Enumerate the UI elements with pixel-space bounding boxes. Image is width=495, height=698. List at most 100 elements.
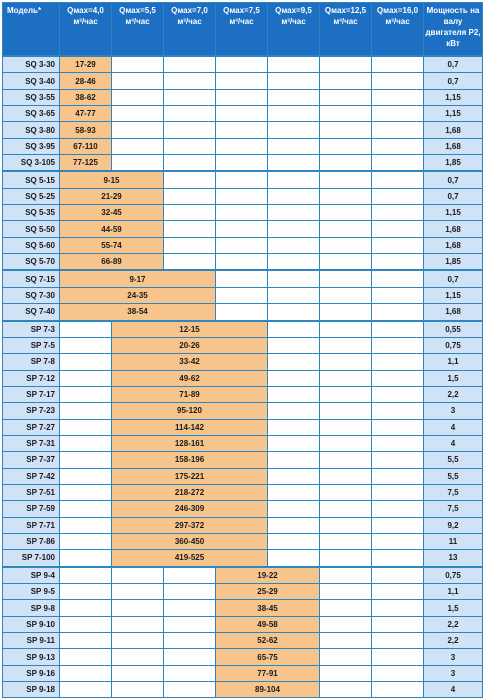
head-range-cell: 71-89 <box>111 385 268 404</box>
empty-cell <box>319 418 372 436</box>
empty-cell <box>267 88 320 107</box>
empty-cell <box>163 121 216 139</box>
head-range-cell: 17-29 <box>59 55 112 74</box>
empty-cell <box>59 664 112 683</box>
empty-cell <box>371 632 424 650</box>
model-cell: SQ 5-15 <box>2 170 60 189</box>
empty-cell <box>215 72 268 90</box>
qmax-label: Qмах=4,0 <box>67 6 104 15</box>
model-cell: SP 7-42 <box>2 467 60 485</box>
table-row: SQ 3-95 67-110 1,68 <box>2 137 483 156</box>
empty-cell <box>267 303 320 321</box>
head-range-cell: 52-62 <box>215 632 320 650</box>
power-cell: 7,5 <box>423 483 483 502</box>
empty-cell <box>111 72 164 90</box>
empty-cell <box>319 648 372 666</box>
empty-cell <box>267 516 320 534</box>
head-range-cell: 38-54 <box>59 303 216 321</box>
empty-cell <box>319 253 372 271</box>
model-cell: SP 7-51 <box>2 483 60 502</box>
power-cell: 0,55 <box>423 319 483 338</box>
model-cell: SQ 3-95 <box>2 137 60 156</box>
head-range-cell: 77-125 <box>59 154 112 172</box>
model-cell: SP 7-71 <box>2 516 60 534</box>
table-row: SQ 3-105 77-125 1,85 <box>2 154 483 172</box>
head-range-cell: 246-309 <box>111 500 268 518</box>
qmax-label: Qмах=7,0 <box>171 6 208 15</box>
head-range-cell: 55-74 <box>59 236 164 255</box>
table-row: SQ 5-35 32-45 1,15 <box>2 204 483 222</box>
head-range-cell: 360-450 <box>111 532 268 551</box>
power-cell: 2,2 <box>423 632 483 650</box>
empty-cell <box>163 204 216 222</box>
empty-cell <box>267 434 320 453</box>
empty-cell <box>163 137 216 156</box>
empty-cell <box>163 648 216 666</box>
empty-cell <box>59 369 112 387</box>
empty-cell <box>163 253 216 271</box>
empty-cell <box>163 170 216 189</box>
empty-cell <box>319 516 372 534</box>
empty-cell <box>371 319 424 338</box>
model-cell: SQ 3-30 <box>2 55 60 74</box>
empty-cell <box>215 187 268 206</box>
empty-cell <box>371 336 424 355</box>
power-cell: 1,85 <box>423 154 483 172</box>
model-cell: SP 7-27 <box>2 418 60 436</box>
qmax-unit: м³/час <box>333 17 358 26</box>
power-cell: 1,1 <box>423 582 483 601</box>
empty-cell <box>267 369 320 387</box>
empty-cell <box>215 88 268 107</box>
model-cell: SP 7-5 <box>2 336 60 355</box>
model-cell: SQ 3-55 <box>2 88 60 107</box>
empty-cell <box>371 121 424 139</box>
head-range-cell: 297-372 <box>111 516 268 534</box>
empty-cell <box>215 303 268 321</box>
model-cell: SP 7-8 <box>2 353 60 371</box>
empty-cell <box>163 632 216 650</box>
head-range-cell: 49-58 <box>215 615 320 634</box>
empty-cell <box>371 303 424 321</box>
table-row: SP 7-5 20-26 0,75 <box>2 336 483 355</box>
empty-cell <box>111 565 164 584</box>
empty-cell <box>215 269 268 288</box>
model-column-header: Модель* <box>2 2 60 57</box>
empty-cell <box>59 565 112 584</box>
empty-cell <box>319 632 372 650</box>
empty-cell <box>267 353 320 371</box>
table-row: SP 9-4 19-22 0,75 <box>2 565 483 584</box>
qmax-label: Qмах=16,0 <box>376 6 419 15</box>
qmax-column-header: Qмах=4,0 м³/час <box>59 2 112 57</box>
empty-cell <box>111 632 164 650</box>
empty-cell <box>319 121 372 139</box>
empty-cell <box>59 483 112 502</box>
empty-cell <box>215 55 268 74</box>
power-cell: 9,2 <box>423 516 483 534</box>
empty-cell <box>267 121 320 139</box>
empty-cell <box>371 664 424 683</box>
empty-cell <box>267 286 320 305</box>
empty-cell <box>319 187 372 206</box>
model-cell: SP 9-5 <box>2 582 60 601</box>
empty-cell <box>319 565 372 584</box>
table-row: SP 9-18 89-104 4 <box>2 681 483 698</box>
empty-cell <box>111 105 164 123</box>
empty-cell <box>59 451 112 469</box>
empty-cell <box>111 615 164 634</box>
power-cell: 3 <box>423 402 483 420</box>
empty-cell <box>319 170 372 189</box>
empty-cell <box>215 220 268 238</box>
empty-cell <box>371 565 424 584</box>
power-cell: 1,5 <box>423 369 483 387</box>
table-row: SP 7-12 49-62 1,5 <box>2 369 483 387</box>
empty-cell <box>267 483 320 502</box>
model-cell: SQ 5-50 <box>2 220 60 238</box>
table-row: SP 9-8 38-45 1,5 <box>2 599 483 617</box>
power-cell: 4 <box>423 681 483 698</box>
table-row: SP 7-8 33-42 1,1 <box>2 353 483 371</box>
empty-cell <box>267 467 320 485</box>
empty-cell <box>371 353 424 371</box>
model-cell: SP 7-12 <box>2 369 60 387</box>
empty-cell <box>267 105 320 123</box>
table-row: SP 7-42 175-221 5,5 <box>2 467 483 485</box>
